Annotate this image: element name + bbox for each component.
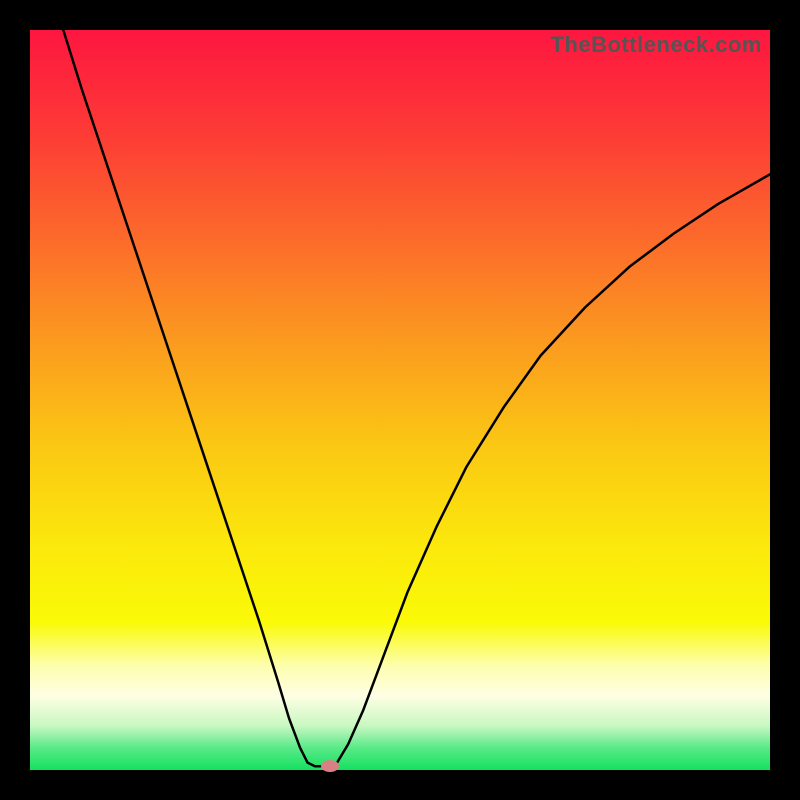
chart-frame: TheBottleneck.com [0, 0, 800, 800]
watermark-text: TheBottleneck.com [551, 32, 762, 58]
plot-area [30, 30, 770, 770]
bottleneck-curve [30, 30, 770, 770]
optimum-marker [321, 760, 339, 772]
